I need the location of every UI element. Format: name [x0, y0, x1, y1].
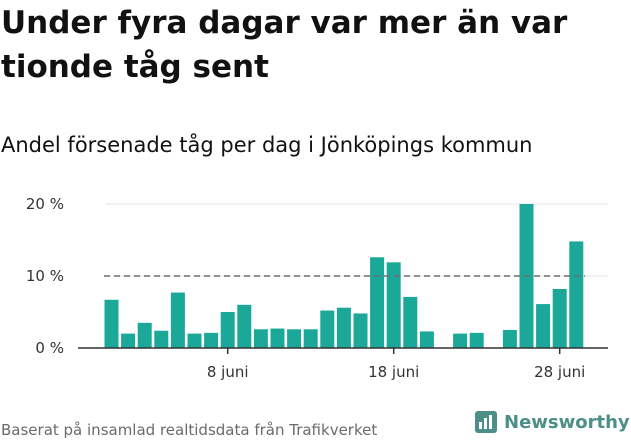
source-note: Baserat på insamlad realtidsdata från Tr…	[1, 421, 378, 439]
brand-logo[interactable]: Newsworthy	[474, 407, 630, 437]
bar	[502, 330, 517, 348]
chart-subtitle: Andel försenade tåg per dag i Jönköpings…	[1, 133, 533, 157]
newsworthy-logo-icon	[475, 411, 497, 433]
bar	[536, 304, 551, 348]
bar	[353, 313, 368, 348]
bar	[187, 333, 202, 348]
x-tick-label: 18 juni	[368, 363, 419, 381]
bar	[154, 330, 169, 348]
bar	[137, 322, 152, 348]
bar	[569, 241, 584, 348]
bar	[253, 329, 268, 348]
bar	[170, 292, 185, 348]
x-tick-label: 8 juni	[207, 363, 249, 381]
bar	[552, 288, 567, 348]
brand-name: Newsworthy	[504, 411, 630, 433]
bar	[469, 332, 484, 348]
y-tick-label: 0 %	[35, 339, 64, 357]
bar	[104, 299, 119, 348]
bar	[419, 331, 434, 348]
bar	[121, 333, 136, 348]
bar	[370, 257, 385, 348]
bar	[237, 304, 252, 348]
x-tick-label: 28 juni	[534, 363, 585, 381]
bar-chart: 0 % 10 % 20 % 8 juni 18 juni 28 juni	[26, 195, 608, 381]
bar	[287, 329, 302, 348]
bar	[336, 307, 351, 348]
bar	[453, 333, 468, 348]
bar	[386, 262, 401, 348]
y-tick-label: 20 %	[26, 195, 64, 213]
bar	[403, 296, 418, 348]
bar	[303, 329, 318, 348]
bar	[220, 312, 235, 348]
bar	[320, 310, 335, 348]
bar	[270, 328, 285, 348]
bar	[204, 332, 219, 348]
y-tick-label: 10 %	[26, 267, 64, 285]
chart-title: Under fyra dagar var mer än var tionde t…	[1, 5, 568, 85]
